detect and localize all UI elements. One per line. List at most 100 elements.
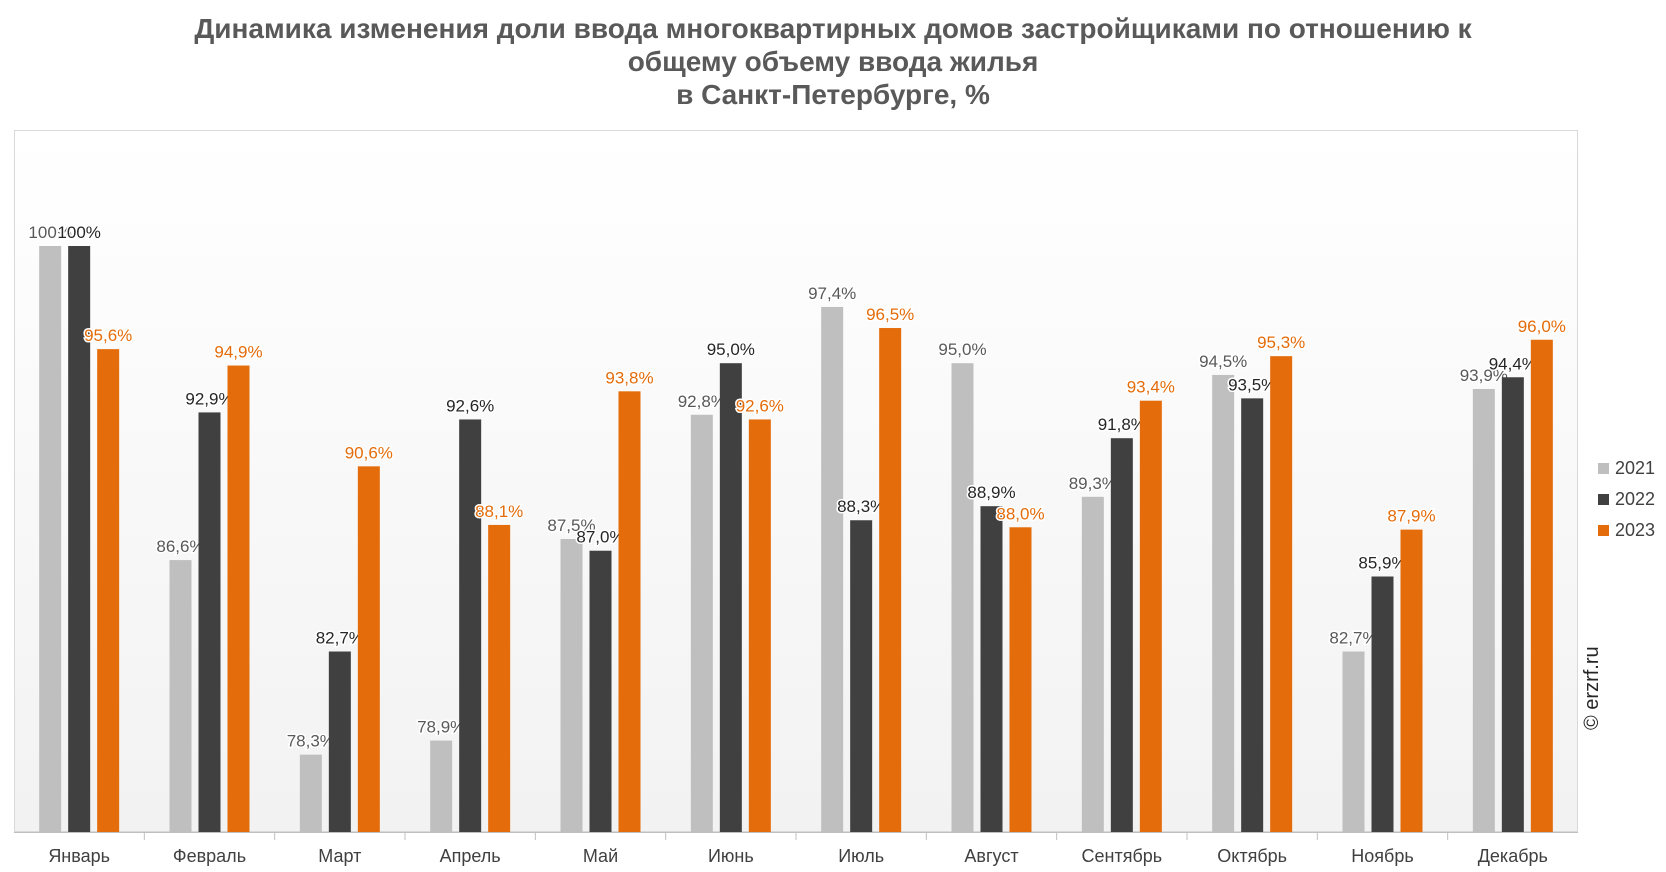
data-label-2021-3: 78,3% — [287, 732, 335, 751]
bar-2022-12 — [1501, 377, 1524, 832]
x-tick-label-8: Август — [964, 846, 1018, 866]
bar-2023-11 — [1400, 529, 1423, 832]
data-label-2023-5: 93,8% — [605, 368, 653, 387]
chart-title: Динамика изменения доли ввода многокварт… — [0, 12, 1666, 111]
bar-2021-7 — [821, 306, 844, 833]
chart-title-line-3: в Санкт-Петербурге, % — [676, 79, 990, 110]
data-label-2023-9: 93,4% — [1127, 378, 1175, 397]
bar-2021-4 — [430, 740, 453, 832]
data-label-2022-9: 91,8% — [1098, 415, 1146, 434]
copyright-credit: © erzrf.ru — [1581, 646, 1603, 730]
data-label-2023-8: 88,0% — [996, 504, 1044, 523]
bar-2021-11 — [1342, 651, 1365, 832]
legend-item-2023: 2023 — [1598, 515, 1655, 546]
legend-swatch-2023 — [1598, 525, 1609, 536]
bar-2022-1 — [68, 246, 91, 832]
x-tick-label-1: Январь — [48, 846, 110, 866]
x-tick-label-2: Февраль — [173, 846, 246, 866]
bar-2021-10 — [1212, 374, 1235, 832]
data-label-2021-1: 100% — [28, 223, 71, 242]
bar-2022-6 — [719, 363, 742, 832]
plot-area — [14, 130, 1578, 832]
data-label-2023-11: 87,9% — [1387, 507, 1435, 526]
data-label-2021-11: 82,7% — [1329, 629, 1377, 648]
data-label-2023-6: 92,6% — [736, 396, 784, 415]
data-label-2023-7: 96,5% — [866, 305, 914, 324]
bar-2023-5 — [618, 391, 641, 832]
data-label-2021-12: 93,9% — [1460, 366, 1508, 385]
data-label-2022-10: 93,5% — [1228, 375, 1276, 394]
data-label-2022-6: 95,0% — [707, 340, 755, 359]
bar-2022-5 — [589, 550, 612, 832]
x-tick-label-7: Июль — [838, 846, 884, 866]
x-tick-label-10: Октябрь — [1217, 846, 1287, 866]
bar-2022-8 — [980, 506, 1003, 832]
bar-2021-9 — [1081, 496, 1104, 832]
bar-2021-6 — [690, 414, 713, 832]
legend-label-2021: 2021 — [1615, 458, 1656, 478]
data-label-2021-6: 92,8% — [678, 392, 726, 411]
data-label-2022-7: 88,3% — [837, 497, 885, 516]
data-label-2023-2: 94,9% — [214, 343, 262, 362]
data-label-2021-7: 97,4% — [808, 284, 856, 303]
data-label-2021-9: 89,3% — [1069, 474, 1117, 493]
bar-2023-3 — [357, 466, 380, 832]
bar-2022-11 — [1371, 576, 1394, 832]
legend-swatch-2022 — [1598, 494, 1609, 505]
data-label-2023-4: 88,1% — [475, 502, 523, 521]
data-label-2022-11: 85,9% — [1358, 554, 1406, 573]
bar-2021-3 — [299, 754, 322, 832]
data-label-2021-5: 87,5% — [547, 516, 595, 535]
x-tick-label-3: Март — [318, 846, 361, 866]
data-label-2021-8: 95,0% — [938, 340, 986, 359]
bar-2021-12 — [1472, 388, 1495, 832]
data-label-2023-10: 95,3% — [1257, 333, 1305, 352]
data-label-2023-3: 90,6% — [345, 443, 393, 462]
x-tick-label-4: Апрель — [440, 846, 501, 866]
x-tick-label-5: Май — [583, 846, 618, 866]
legend: 2021 2022 2023 — [1598, 453, 1655, 546]
bar-2021-2 — [169, 560, 192, 832]
bar-2022-9 — [1110, 438, 1133, 832]
legend-label-2023: 2023 — [1615, 520, 1656, 540]
legend-item-2022: 2022 — [1598, 484, 1655, 515]
x-tick-label-6: Июнь — [708, 846, 754, 866]
data-label-2022-8: 88,9% — [967, 483, 1015, 502]
data-label-2021-2: 86,6% — [156, 537, 204, 556]
legend-item-2021: 2021 — [1598, 453, 1655, 484]
bar-2022-10 — [1241, 398, 1264, 832]
bar-2021-1 — [39, 246, 62, 832]
data-label-2021-10: 94,5% — [1199, 352, 1247, 371]
bar-2022-2 — [198, 412, 221, 832]
bar-2023-12 — [1530, 339, 1553, 832]
chart-title-line-1: Динамика изменения доли ввода многокварт… — [194, 13, 1472, 44]
bar-2023-2 — [227, 365, 250, 832]
bar-2023-6 — [748, 419, 771, 832]
bar-2023-9 — [1139, 400, 1162, 832]
data-label-2022-1: 100% — [57, 223, 100, 242]
x-tick-label-9: Сентябрь — [1082, 846, 1163, 866]
bar-2023-7 — [879, 328, 902, 832]
data-label-2023-1: 95,6% — [84, 326, 132, 345]
data-label-2022-5: 87,0% — [576, 528, 624, 547]
data-label-2022-4: 92,6% — [446, 396, 494, 415]
bar-2022-3 — [328, 651, 351, 832]
data-label-2022-3: 82,7% — [316, 629, 364, 648]
bar-2021-8 — [951, 363, 974, 832]
legend-swatch-2021 — [1598, 463, 1609, 474]
bar-2023-1 — [97, 349, 120, 832]
bar-2021-5 — [560, 539, 583, 832]
x-tick-label-12: Декабрь — [1478, 846, 1548, 866]
bar-2022-7 — [850, 520, 873, 832]
data-label-2022-2: 92,9% — [185, 389, 233, 408]
legend-label-2022: 2022 — [1615, 489, 1656, 509]
data-label-2023-12: 96,0% — [1518, 317, 1566, 336]
x-tick-label-11: Ноябрь — [1351, 846, 1413, 866]
bar-2023-10 — [1270, 356, 1293, 832]
data-label-2021-4: 78,9% — [417, 718, 465, 737]
bar-2023-4 — [488, 524, 511, 832]
bar-2023-8 — [1009, 527, 1032, 832]
data-label-2022-12: 94,4% — [1489, 354, 1537, 373]
bar-2022-4 — [459, 419, 482, 832]
